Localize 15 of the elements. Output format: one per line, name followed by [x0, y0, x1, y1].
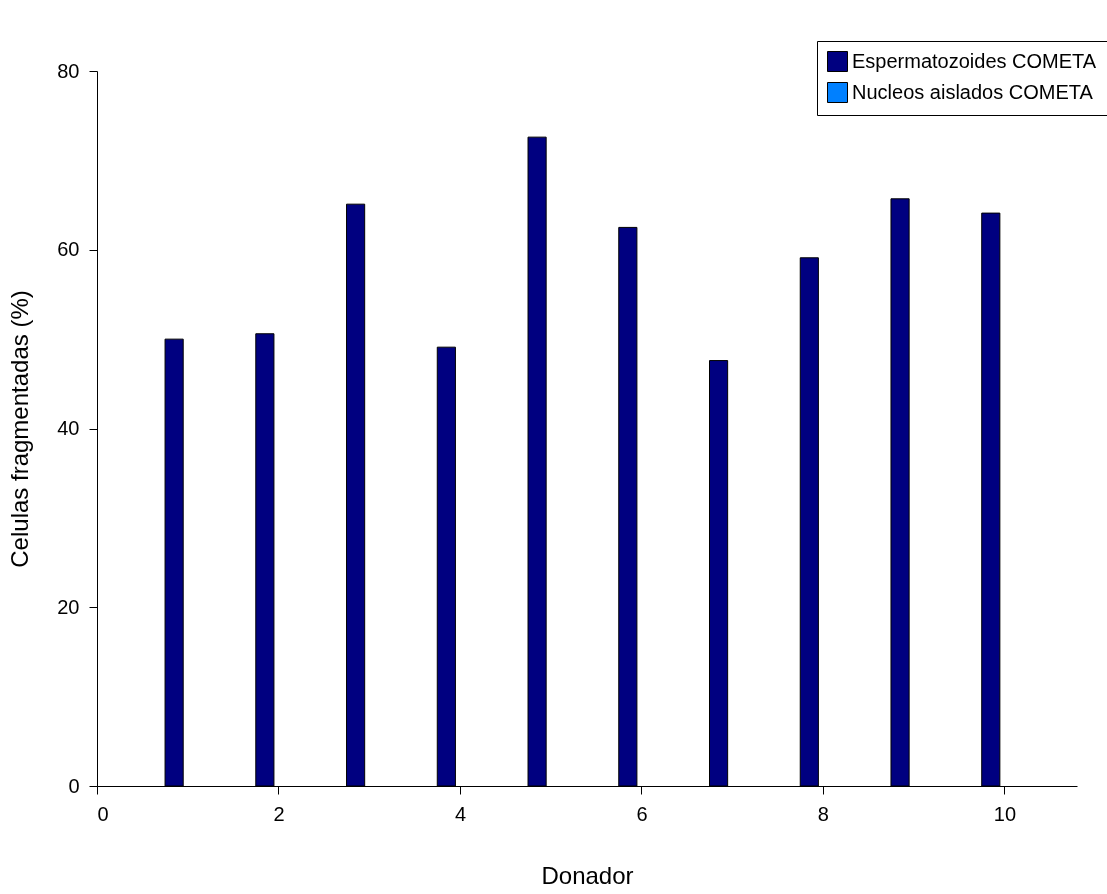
- legend-label: Nucleos aislados COMETA: [852, 80, 1094, 103]
- legend-label: Espermatozoides COMETA: [852, 49, 1097, 72]
- y-tick-label: 20: [57, 595, 80, 618]
- y-axis-title: Celulas fragmentadas (%): [6, 290, 34, 568]
- x-tick-label: 10: [993, 802, 1017, 825]
- y-tick-label: 60: [57, 238, 80, 261]
- x-tick-label: 6: [636, 802, 648, 825]
- y-tick-label: 0: [68, 774, 80, 797]
- x-tick-label: 4: [454, 802, 467, 825]
- x-tick-label: 2: [273, 802, 285, 825]
- x-tick-label: 0: [97, 802, 109, 825]
- y-tick-label: 80: [57, 59, 80, 82]
- x-axis-title: Donador: [541, 861, 634, 889]
- y-tick-label: 40: [57, 417, 80, 439]
- x-tick-label: 8: [817, 802, 829, 825]
